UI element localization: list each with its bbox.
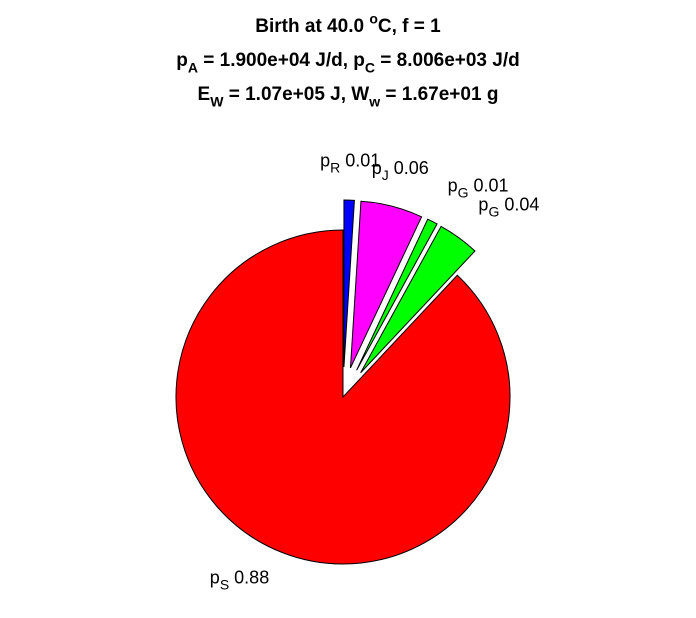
chart-title: EW​ = 1.07e+05 J, Ww​ = 1.67e+01 g <box>198 84 499 110</box>
slice-label: pJ 0.06 <box>372 158 429 183</box>
label-sub: R <box>330 160 340 176</box>
text-run: Birth at 40.0 <box>255 16 369 37</box>
pie-slice <box>360 225 476 374</box>
label-sub: J <box>382 167 389 183</box>
slice-label: pG 0.04 <box>478 195 539 220</box>
label-value: 0.04 <box>504 195 539 215</box>
label-value: 0.06 <box>394 158 429 178</box>
text-run: = 8.006e+03 J/d <box>375 50 520 71</box>
text-run: = 1.900e+04 J/d, p <box>198 50 365 71</box>
chart-title: Birth at 40.0 o​C, f = 1 <box>255 10 441 37</box>
chart-title: pA​ = 1.900e+04 J/d, pC​ = 8.006e+03 J/d <box>176 50 519 76</box>
script-text: o <box>369 10 378 26</box>
label-sub: S <box>220 576 229 592</box>
script-text: w <box>368 94 380 110</box>
label-prefix: p <box>372 158 382 178</box>
label-prefix: p <box>320 151 330 171</box>
pie-slice <box>175 229 511 565</box>
pie-slice <box>349 200 423 369</box>
slice-label: pG 0.01 <box>448 176 509 201</box>
text-run: E <box>198 84 211 105</box>
label-value: 0.88 <box>234 567 269 587</box>
pie-slice <box>343 199 355 368</box>
text-run: = 1.07e+05 J, W <box>223 84 369 105</box>
script-text: C <box>365 60 375 76</box>
label-value: 0.01 <box>474 176 509 196</box>
script-text: A <box>188 60 198 76</box>
text-run: = 1.67e+01 g <box>380 84 498 105</box>
slice-label: pR 0.01 <box>320 151 380 176</box>
text-run: p <box>176 50 188 71</box>
label-prefix: p <box>478 195 488 215</box>
text-run: C, f = 1 <box>378 16 441 37</box>
label-sub: G <box>458 185 469 201</box>
slice-label: pS 0.88 <box>210 567 269 592</box>
label-sub: G <box>488 204 499 220</box>
label-value: 0.01 <box>345 151 380 171</box>
pie-slice <box>356 218 438 371</box>
label-prefix: p <box>448 176 458 196</box>
label-prefix: p <box>210 567 220 587</box>
script-text: W <box>210 94 224 110</box>
